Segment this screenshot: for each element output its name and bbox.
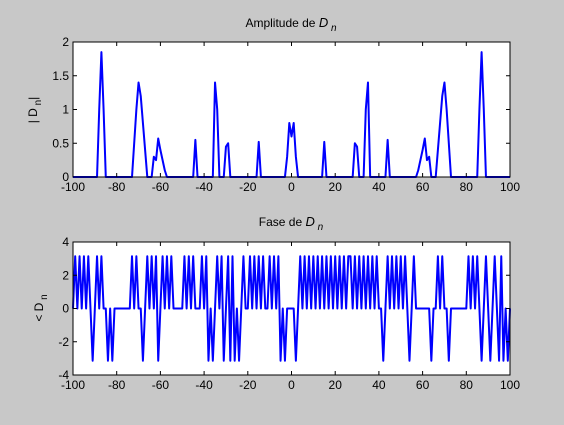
x-tick-label: -60	[152, 180, 170, 194]
title-subscript: n	[328, 23, 337, 34]
x-tick-label: -20	[239, 378, 257, 392]
chart-title: Fase de D n	[259, 214, 324, 233]
y-tick-label: 0.5	[52, 136, 69, 150]
title-subscript: n	[315, 222, 324, 233]
x-tick-label: 20	[329, 180, 343, 194]
y-tick-label: 1.5	[52, 69, 69, 83]
axes-box	[72, 41, 511, 178]
y-tick-label: -2	[58, 335, 69, 349]
title-symbol: D	[319, 15, 328, 30]
x-tick-label: 60	[416, 378, 430, 392]
y-tick-label: 0	[62, 170, 69, 184]
x-tick-label: 20	[329, 378, 343, 392]
x-tick-label: -40	[195, 180, 213, 194]
title-text: Amplitude de	[245, 16, 318, 30]
y-tick-label: -4	[58, 368, 69, 382]
y-label-text: |	[26, 97, 40, 100]
title-text: Fase de	[259, 215, 306, 229]
x-tick-label: -20	[239, 180, 257, 194]
x-tick-label: 40	[372, 180, 386, 194]
y-tick-label: 0	[62, 302, 69, 316]
y-label-text: | D	[26, 108, 40, 123]
y-axis-label: < D n	[32, 294, 50, 321]
x-tick-label: 40	[372, 378, 386, 392]
x-tick-label: -80	[108, 378, 126, 392]
x-tick-label: 0	[288, 378, 295, 392]
x-tick-label: 60	[416, 180, 430, 194]
x-tick-label: 80	[460, 378, 474, 392]
y-axis-label: | D n|	[26, 97, 44, 124]
x-tick-label: -100	[61, 378, 85, 392]
axes-frame	[72, 41, 511, 178]
y-tick-label: 2	[62, 35, 69, 49]
y-label-text: < D	[32, 302, 46, 321]
x-tick-label: 0	[288, 180, 295, 194]
x-tick-label: -80	[108, 180, 126, 194]
axes-frame	[72, 241, 511, 376]
y-tick-label: 4	[62, 235, 69, 249]
x-tick-label: 100	[500, 378, 520, 392]
x-tick-label: -40	[195, 378, 213, 392]
data-line	[72, 255, 511, 362]
y-tick-label: 2	[62, 268, 69, 282]
y-label-subscript: n	[33, 100, 44, 108]
y-tick-label: 1	[62, 103, 69, 117]
x-tick-label: 80	[460, 180, 474, 194]
x-tick-label: 100	[500, 180, 520, 194]
chart-title: Amplitude de D n	[245, 15, 337, 34]
x-tick-label: -60	[152, 378, 170, 392]
title-symbol: D	[305, 214, 314, 229]
y-label-subscript: n	[39, 294, 50, 302]
x-tick-label: -100	[61, 180, 85, 194]
